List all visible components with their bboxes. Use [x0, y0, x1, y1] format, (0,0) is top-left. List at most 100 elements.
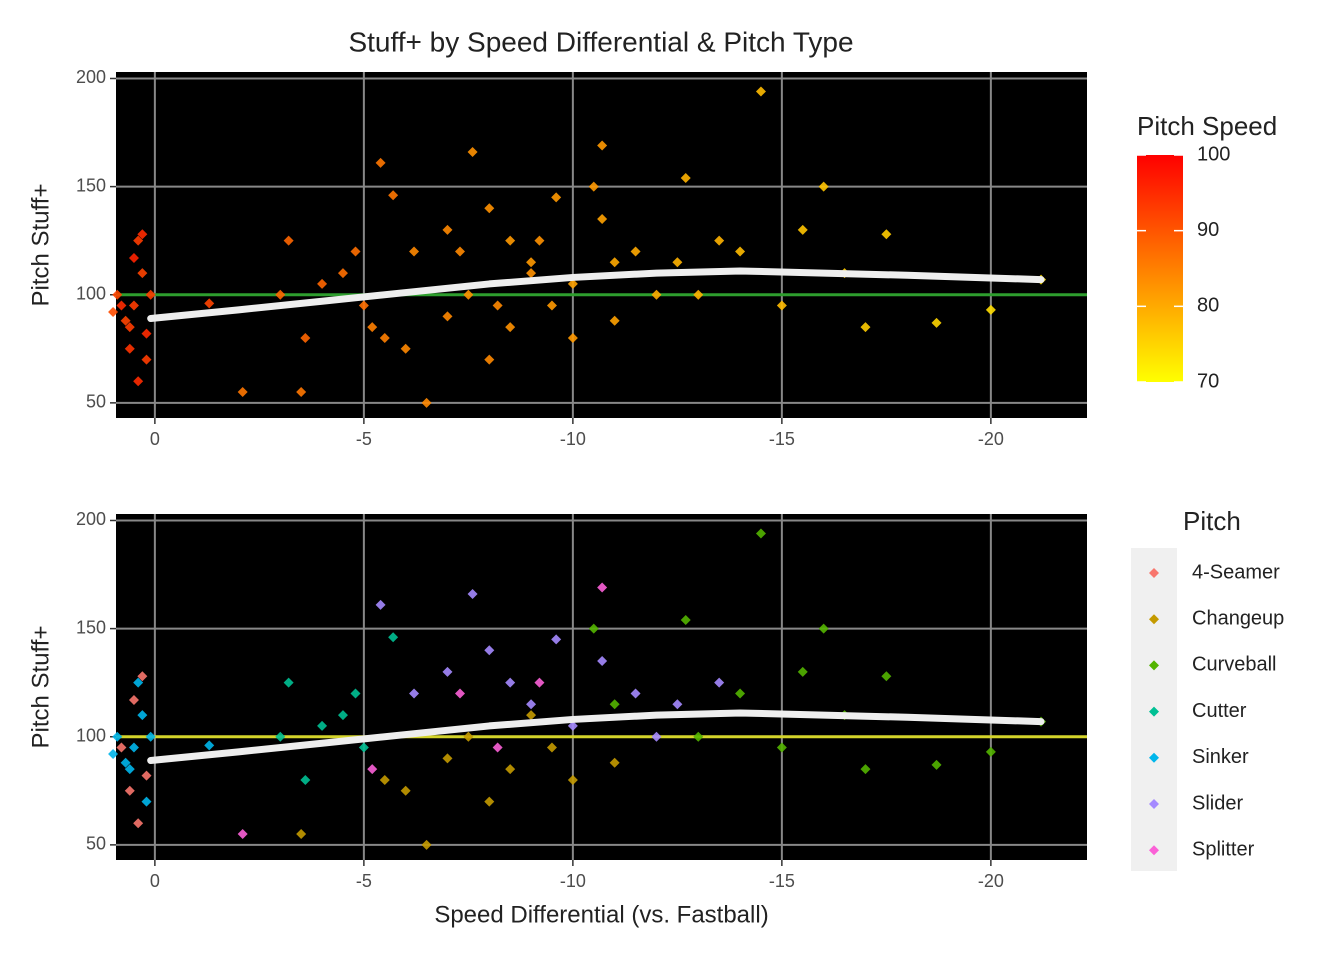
- point: [755, 86, 766, 97]
- point: [818, 623, 829, 634]
- legend-title: Pitch: [1183, 506, 1241, 536]
- point: [141, 328, 152, 339]
- point: [237, 387, 248, 398]
- point: [735, 246, 746, 257]
- point: [237, 829, 248, 840]
- point: [597, 140, 608, 151]
- point: [116, 742, 127, 753]
- point: [492, 742, 503, 753]
- colorbar-label: 90: [1197, 219, 1219, 241]
- y-tick-label: 50: [86, 834, 106, 854]
- point: [379, 774, 390, 785]
- point: [128, 694, 139, 705]
- point: [128, 742, 139, 753]
- point: [609, 257, 620, 268]
- legend-marker: [1149, 845, 1159, 856]
- point: [714, 235, 725, 246]
- point: [367, 764, 378, 775]
- x-tick-label: -15: [769, 871, 795, 891]
- y-tick-label: 200: [76, 67, 106, 87]
- point: [133, 818, 144, 829]
- y-axis-label: Pitch Stuff+: [27, 184, 54, 307]
- point: [551, 634, 562, 645]
- point: [442, 311, 453, 322]
- point: [776, 742, 787, 753]
- x-tick-label: -20: [978, 429, 1004, 449]
- legend-label: Changeup: [1192, 607, 1284, 629]
- point: [455, 246, 466, 257]
- point: [567, 332, 578, 343]
- legend-marker: [1149, 614, 1159, 625]
- point: [133, 376, 144, 387]
- point: [137, 710, 148, 721]
- y-tick-label: 150: [76, 617, 106, 637]
- point: [128, 252, 139, 263]
- point: [400, 343, 411, 354]
- point: [463, 289, 474, 300]
- point: [546, 742, 557, 753]
- legend-title: Pitch Speed: [1137, 111, 1277, 141]
- y-tick-label: 50: [86, 392, 106, 412]
- point: [526, 710, 537, 721]
- point: [526, 268, 537, 279]
- point: [137, 671, 148, 682]
- x-axis-label: Speed Differential (vs. Fastball): [434, 901, 768, 928]
- point: [358, 742, 369, 753]
- point: [358, 300, 369, 311]
- point: [375, 599, 386, 610]
- point: [985, 746, 996, 757]
- point: [931, 759, 942, 770]
- point: [124, 764, 135, 775]
- point: [112, 731, 123, 742]
- point: [421, 839, 432, 850]
- x-tick-label: -5: [356, 871, 372, 891]
- point: [120, 315, 131, 326]
- point: [931, 317, 942, 328]
- point: [797, 224, 808, 235]
- x-tick-label: 0: [150, 871, 160, 891]
- legend-marker: [1149, 660, 1159, 671]
- point: [505, 322, 516, 333]
- point: [283, 235, 294, 246]
- point: [133, 235, 144, 246]
- x-tick-label: -15: [769, 429, 795, 449]
- point: [546, 300, 557, 311]
- x-tick-label: -5: [356, 429, 372, 449]
- point: [526, 257, 537, 268]
- point: [388, 190, 399, 201]
- point: [133, 677, 144, 688]
- point: [860, 764, 871, 775]
- point: [672, 257, 683, 268]
- x-tick-label: -10: [560, 429, 586, 449]
- x-tick-label: -10: [560, 871, 586, 891]
- point: [651, 731, 662, 742]
- point: [300, 774, 311, 785]
- legend-marker: [1149, 752, 1159, 763]
- point: [337, 710, 348, 721]
- legend-label: Sinker: [1192, 746, 1249, 768]
- point: [534, 235, 545, 246]
- point: [609, 699, 620, 710]
- chart-title: Stuff+ by Speed Differential & Pitch Typ…: [348, 26, 853, 57]
- y-tick-label: 200: [76, 509, 106, 529]
- legend-label: Curveball: [1192, 654, 1276, 676]
- point: [492, 300, 503, 311]
- point: [337, 268, 348, 279]
- point: [367, 322, 378, 333]
- point: [275, 731, 286, 742]
- point: [860, 322, 871, 333]
- point: [455, 688, 466, 699]
- point: [116, 300, 127, 311]
- point: [505, 764, 516, 775]
- point: [597, 214, 608, 225]
- point: [484, 203, 495, 214]
- point: [112, 289, 123, 300]
- point: [484, 645, 495, 656]
- y-axis-label: Pitch Stuff+: [27, 626, 54, 749]
- point: [137, 268, 148, 279]
- point: [463, 731, 474, 742]
- point: [467, 147, 478, 158]
- point: [735, 688, 746, 699]
- point: [442, 666, 453, 677]
